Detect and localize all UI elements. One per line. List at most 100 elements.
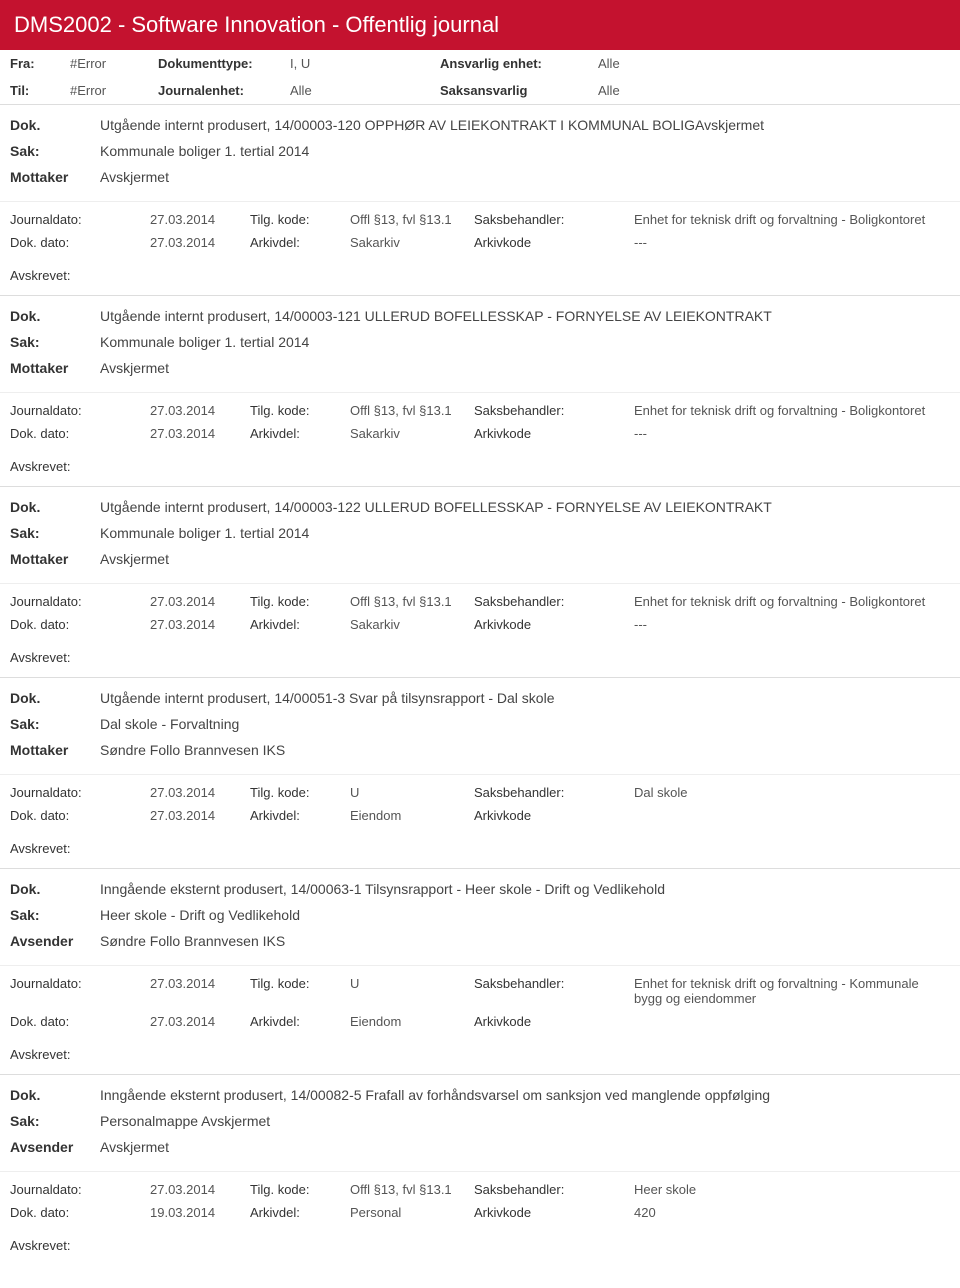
fra-value: #Error <box>70 56 158 71</box>
dokdato-label: Dok. dato: <box>10 235 150 250</box>
arkivkode-value: 420 <box>634 1205 950 1220</box>
tilgkode-value: Offl §13, fvl §13.1 <box>350 1182 474 1197</box>
dok-text: Inngående eksternt produsert, 14/00063-1… <box>100 881 950 897</box>
sak-label: Sak: <box>10 525 100 541</box>
saksbehandler-value: Enhet for teknisk drift og forvaltning -… <box>634 403 950 418</box>
dokdato-value: 27.03.2014 <box>150 617 250 632</box>
arkivkode-value: --- <box>634 426 950 441</box>
tilgkode-label: Tilg. kode: <box>250 785 350 800</box>
entries-list: Dok.Utgående internt produsert, 14/00003… <box>0 104 960 1265</box>
sak-text: Kommunale boliger 1. tertial 2014 <box>100 525 950 541</box>
arkivdel-value: Sakarkiv <box>350 426 474 441</box>
party-text: Avskjermet <box>100 360 950 376</box>
arkivkode-label: Arkivkode <box>474 1205 634 1220</box>
dok-text: Utgående internt produsert, 14/00051-3 S… <box>100 690 950 706</box>
dokdato-label: Dok. dato: <box>10 808 150 823</box>
doktype-label: Dokumenttype: <box>158 56 290 71</box>
dokdato-label: Dok. dato: <box>10 1205 150 1220</box>
party-text: Søndre Follo Brannvesen IKS <box>100 742 950 758</box>
sak-text: Heer skole - Drift og Vedlikehold <box>100 907 950 923</box>
journaldato-label: Journaldato: <box>10 403 150 418</box>
journal-entry: Dok.Inngående eksternt produsert, 14/000… <box>0 868 960 1074</box>
sak-label: Sak: <box>10 1113 100 1129</box>
party-label: Avsender <box>10 933 100 949</box>
saksansvarlig-value: Alle <box>598 83 620 98</box>
party-label: Avsender <box>10 1139 100 1155</box>
dokdato-label: Dok. dato: <box>10 426 150 441</box>
journalenhet-label: Journalenhet: <box>158 83 290 98</box>
arkivdel-label: Arkivdel: <box>250 426 350 441</box>
arkivkode-value: --- <box>634 235 950 250</box>
saksbehandler-value: Enhet for teknisk drift og forvaltning -… <box>634 976 950 1006</box>
tilgkode-label: Tilg. kode: <box>250 212 350 227</box>
saksbehandler-label: Saksbehandler: <box>474 403 634 418</box>
saksbehandler-label: Saksbehandler: <box>474 785 634 800</box>
ansvarlig-value: Alle <box>598 56 620 71</box>
tilgkode-value: U <box>350 785 474 800</box>
dok-text: Utgående internt produsert, 14/00003-122… <box>100 499 950 515</box>
tilgkode-label: Tilg. kode: <box>250 594 350 609</box>
dok-label: Dok. <box>10 117 100 133</box>
party-text: Avskjermet <box>100 169 950 185</box>
party-text: Søndre Follo Brannvesen IKS <box>100 933 950 949</box>
dok-label: Dok. <box>10 881 100 897</box>
arkivkode-value: --- <box>634 617 950 632</box>
tilgkode-value: Offl §13, fvl §13.1 <box>350 594 474 609</box>
journal-entry: Dok.Inngående eksternt produsert, 14/000… <box>0 1074 960 1265</box>
arkivdel-label: Arkivdel: <box>250 808 350 823</box>
journaldato-label: Journaldato: <box>10 212 150 227</box>
journaldato-value: 27.03.2014 <box>150 785 250 800</box>
journaldato-label: Journaldato: <box>10 1182 150 1197</box>
dokdato-value: 27.03.2014 <box>150 426 250 441</box>
party-text: Avskjermet <box>100 1139 950 1155</box>
ansvarlig-label: Ansvarlig enhet: <box>440 56 598 71</box>
journal-entry: Dok.Utgående internt produsert, 14/00003… <box>0 295 960 486</box>
tilgkode-label: Tilg. kode: <box>250 403 350 418</box>
arkivdel-value: Sakarkiv <box>350 235 474 250</box>
sak-text: Kommunale boliger 1. tertial 2014 <box>100 334 950 350</box>
journaldato-value: 27.03.2014 <box>150 976 250 1006</box>
dok-text: Utgående internt produsert, 14/00003-120… <box>100 117 950 133</box>
arkivdel-value: Personal <box>350 1205 474 1220</box>
til-label: Til: <box>10 83 70 98</box>
journaldato-label: Journaldato: <box>10 976 150 1006</box>
avskrevet-label: Avskrevet: <box>0 837 960 868</box>
party-label: Mottaker <box>10 551 100 567</box>
arkivkode-label: Arkivkode <box>474 426 634 441</box>
arkivkode-label: Arkivkode <box>474 808 634 823</box>
dok-label: Dok. <box>10 499 100 515</box>
tilgkode-value: U <box>350 976 474 1006</box>
saksbehandler-value: Enhet for teknisk drift og forvaltning -… <box>634 594 950 609</box>
party-label: Mottaker <box>10 169 100 185</box>
avskrevet-label: Avskrevet: <box>0 455 960 486</box>
dokdato-value: 27.03.2014 <box>150 808 250 823</box>
arkivkode-value <box>634 808 950 823</box>
dok-text: Utgående internt produsert, 14/00003-121… <box>100 308 950 324</box>
journal-entry: Dok.Utgående internt produsert, 14/00003… <box>0 486 960 677</box>
sak-text: Kommunale boliger 1. tertial 2014 <box>100 143 950 159</box>
dok-label: Dok. <box>10 690 100 706</box>
dokdato-label: Dok. dato: <box>10 1014 150 1029</box>
sak-label: Sak: <box>10 907 100 923</box>
party-text: Avskjermet <box>100 551 950 567</box>
arkivkode-value <box>634 1014 950 1029</box>
sak-label: Sak: <box>10 716 100 732</box>
arkivdel-label: Arkivdel: <box>250 1205 350 1220</box>
saksbehandler-label: Saksbehandler: <box>474 976 634 1006</box>
saksbehandler-value: Dal skole <box>634 785 950 800</box>
dokdato-value: 27.03.2014 <box>150 1014 250 1029</box>
journaldato-value: 27.03.2014 <box>150 403 250 418</box>
tilgkode-label: Tilg. kode: <box>250 976 350 1006</box>
dokdato-value: 19.03.2014 <box>150 1205 250 1220</box>
journaldato-value: 27.03.2014 <box>150 212 250 227</box>
sak-text: Dal skole - Forvaltning <box>100 716 950 732</box>
arkivdel-value: Eiendom <box>350 808 474 823</box>
arkivkode-label: Arkivkode <box>474 1014 634 1029</box>
fra-label: Fra: <box>10 56 70 71</box>
avskrevet-label: Avskrevet: <box>0 1234 960 1265</box>
tilgkode-value: Offl §13, fvl §13.1 <box>350 403 474 418</box>
saksbehandler-value: Enhet for teknisk drift og forvaltning -… <box>634 212 950 227</box>
doktype-value: I, U <box>290 56 440 71</box>
dokdato-label: Dok. dato: <box>10 617 150 632</box>
avskrevet-label: Avskrevet: <box>0 264 960 295</box>
